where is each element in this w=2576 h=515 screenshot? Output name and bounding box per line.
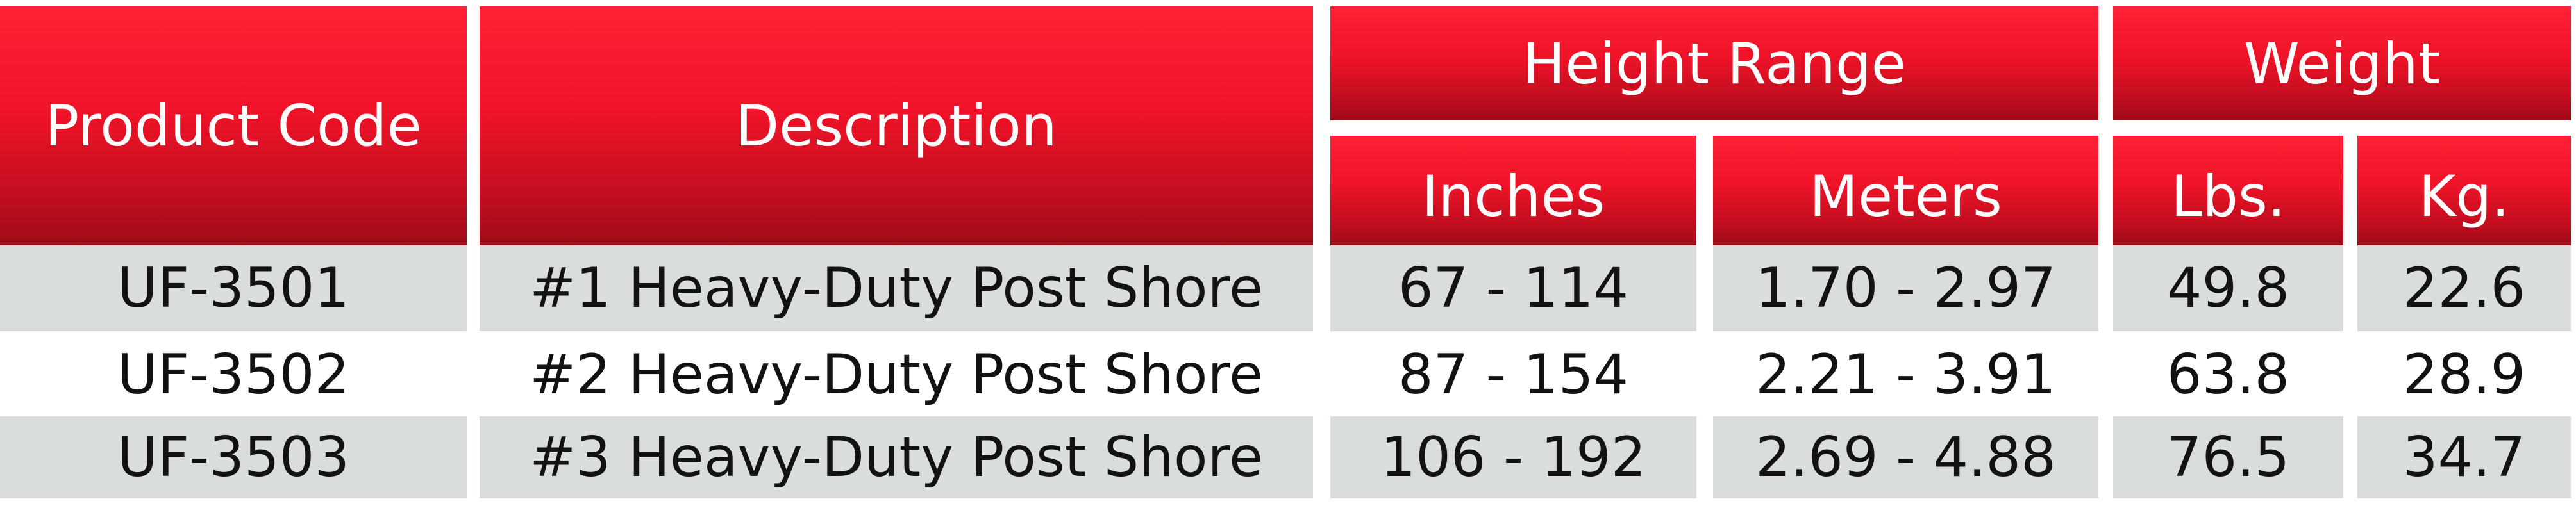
table-row-3-product-code: UF-3503 [0,416,467,498]
header-meters: Meters [1713,136,2098,245]
header-lbs: Lbs. [2113,136,2343,245]
header-description: Description [480,6,1313,245]
cell-text: UF-3502 [117,343,350,407]
table-row-3-lbs: 76.5 [2113,416,2343,498]
table-row-2-meters: 2.21 - 3.91 [1713,333,2098,416]
header-kg: Kg. [2357,136,2571,245]
cell-text: 76.5 [2166,425,2290,489]
cell-text: 1.70 - 2.97 [1755,256,2056,320]
header-lbs-label: Lbs. [2171,163,2286,229]
header-height-range-label: Height Range [1523,30,1906,97]
cell-text: 67 - 114 [1398,256,1629,320]
table-row-3-description: #3 Heavy-Duty Post Shore [480,416,1313,498]
cell-text: 106 - 192 [1380,425,1646,489]
table-row-1-product-code: UF-3501 [0,245,467,331]
header-height-range: Height Range [1330,6,2098,120]
table-row-2-product-code: UF-3502 [0,333,467,416]
cell-text: #2 Heavy-Duty Post Shore [530,343,1263,407]
cell-text: 28.9 [2402,343,2526,407]
cell-text: #3 Heavy-Duty Post Shore [530,425,1263,489]
header-description-label: Description [735,93,1057,159]
cell-text: 49.8 [2166,256,2290,320]
cell-text: #1 Heavy-Duty Post Shore [530,256,1263,320]
table-row-1-inches: 67 - 114 [1330,245,1696,331]
table-row-1-description: #1 Heavy-Duty Post Shore [480,245,1313,331]
cell-text: 2.21 - 3.91 [1755,343,2056,407]
header-weight-label: Weight [2243,30,2441,97]
header-meters-label: Meters [1809,163,2002,229]
cell-text: 63.8 [2166,343,2290,407]
cell-text: 87 - 154 [1398,343,1629,407]
header-weight: Weight [2113,6,2571,120]
table-row-3-inches: 106 - 192 [1330,416,1696,498]
cell-text: 22.6 [2402,256,2526,320]
header-inches-label: Inches [1421,163,1605,229]
cell-text: 34.7 [2402,425,2526,489]
header-product-code: Product Code [0,6,467,245]
table-row-3-kg: 34.7 [2357,416,2571,498]
table-row-3-meters: 2.69 - 4.88 [1713,416,2098,498]
table-row-2-kg: 28.9 [2357,333,2571,416]
table-row-2-inches: 87 - 154 [1330,333,1696,416]
table-row-2-description: #2 Heavy-Duty Post Shore [480,333,1313,416]
cell-text: UF-3503 [117,425,350,489]
cell-text: 2.69 - 4.88 [1755,425,2056,489]
cell-text: UF-3501 [117,256,350,320]
header-kg-label: Kg. [2418,163,2510,229]
table-row-1-lbs: 49.8 [2113,245,2343,331]
table-row-1-meters: 1.70 - 2.97 [1713,245,2098,331]
table-row-1-kg: 22.6 [2357,245,2571,331]
table-row-2-lbs: 63.8 [2113,333,2343,416]
header-product-code-label: Product Code [45,93,422,159]
header-inches: Inches [1330,136,1696,245]
